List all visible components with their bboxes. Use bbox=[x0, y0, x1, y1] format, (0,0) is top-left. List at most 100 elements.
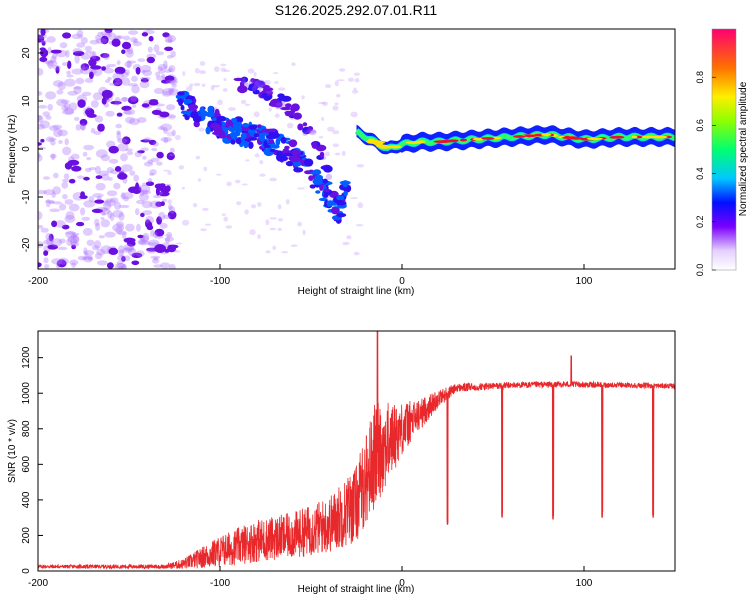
noise-blob bbox=[120, 97, 129, 102]
noise-blob bbox=[49, 208, 61, 213]
noise-blob bbox=[168, 65, 176, 73]
noise-blob bbox=[250, 204, 257, 209]
noise-blob bbox=[97, 31, 104, 37]
noise-blob bbox=[133, 174, 140, 182]
noise-blob bbox=[139, 193, 149, 201]
noise-blob bbox=[126, 59, 131, 69]
direct-signal-core bbox=[562, 136, 580, 140]
noise-blob bbox=[101, 211, 106, 216]
noise-blob bbox=[169, 264, 176, 269]
noise-blob bbox=[121, 41, 132, 50]
noise-blob bbox=[143, 137, 152, 142]
noise-blob bbox=[290, 244, 298, 247]
noise-blob bbox=[157, 64, 168, 71]
noise-blob bbox=[166, 55, 173, 59]
noise-blob bbox=[70, 238, 78, 246]
noise-blob bbox=[47, 244, 58, 250]
noise-blob bbox=[81, 216, 91, 221]
noise-blob bbox=[350, 111, 358, 118]
noise-blob bbox=[127, 96, 139, 105]
noise-blob bbox=[156, 161, 163, 166]
colorbar-tick-label: 0.4 bbox=[695, 167, 705, 180]
noise-blob bbox=[67, 235, 80, 243]
noise-blob bbox=[67, 159, 80, 166]
noise-blob bbox=[94, 252, 103, 260]
noise-blob bbox=[195, 155, 201, 160]
noise-blob bbox=[192, 202, 198, 208]
noise-blob bbox=[100, 53, 110, 58]
direct-signal-core bbox=[541, 133, 552, 137]
noise-blob bbox=[125, 116, 135, 124]
noise-blob bbox=[322, 101, 328, 107]
noise-blob bbox=[114, 201, 121, 210]
spectrogram-x-tick-label: 0 bbox=[399, 276, 405, 287]
noise-blob bbox=[114, 66, 126, 75]
noise-blob bbox=[93, 208, 101, 213]
noise-blob bbox=[148, 35, 154, 42]
noise-blob bbox=[286, 122, 294, 129]
colorbar-tick-label: 0.6 bbox=[695, 119, 705, 132]
noise-blob bbox=[182, 71, 186, 77]
noise-blob bbox=[169, 153, 175, 157]
noise-blob bbox=[38, 115, 43, 121]
noise-blob bbox=[38, 142, 42, 146]
noise-blob bbox=[162, 88, 174, 96]
noise-blob bbox=[321, 117, 325, 121]
noise-blob bbox=[73, 234, 78, 239]
noise-blob bbox=[168, 206, 176, 214]
noise-blob bbox=[327, 126, 335, 132]
multipath-arc-blob bbox=[253, 133, 260, 138]
noise-blob bbox=[145, 216, 155, 225]
multipath-arc-blob bbox=[183, 99, 193, 104]
spectrogram-y-axis-label: Frequency (Hz) bbox=[7, 115, 18, 184]
noise-blob bbox=[93, 240, 102, 249]
noise-blob bbox=[169, 89, 173, 93]
noise-blob bbox=[38, 152, 41, 159]
noise-blob bbox=[47, 60, 54, 70]
noise-blob bbox=[83, 247, 88, 254]
noise-blob bbox=[265, 219, 270, 226]
noise-blob bbox=[39, 120, 50, 129]
noise-blob bbox=[150, 229, 155, 237]
snr-y-tick-label: 400 bbox=[21, 491, 32, 508]
noise-blob bbox=[332, 130, 340, 135]
noise-blob bbox=[100, 219, 111, 228]
noise-blob bbox=[153, 87, 165, 95]
multipath-arc-blob bbox=[303, 158, 314, 167]
noise-blob bbox=[72, 48, 82, 54]
noise-blob bbox=[167, 35, 173, 44]
noise-blob bbox=[53, 64, 61, 71]
noise-blob bbox=[108, 177, 113, 181]
multipath-arc-blob bbox=[304, 170, 313, 175]
noise-blob bbox=[93, 131, 102, 135]
noise-blob bbox=[38, 190, 47, 195]
noise-blob bbox=[80, 37, 88, 44]
noise-blob bbox=[140, 147, 149, 152]
secondary-arc-blob bbox=[275, 102, 284, 107]
direct-signal-core bbox=[631, 135, 638, 139]
noise-blob bbox=[167, 114, 176, 119]
multipath-arc-blob bbox=[247, 137, 258, 141]
noise-blob bbox=[228, 107, 236, 111]
noise-blob bbox=[164, 75, 175, 82]
noise-blob bbox=[161, 73, 166, 79]
noise-blob bbox=[166, 231, 173, 239]
noise-blob bbox=[121, 192, 134, 200]
noise-blob bbox=[353, 87, 357, 91]
noise-blob bbox=[112, 210, 124, 218]
noise-blob bbox=[159, 222, 168, 229]
noise-blob bbox=[156, 151, 164, 159]
noise-blob bbox=[157, 126, 165, 130]
direct-signal-core bbox=[445, 139, 455, 143]
noise-blob bbox=[274, 113, 280, 118]
multipath-arc-blob bbox=[280, 136, 287, 144]
noise-blob bbox=[77, 255, 87, 261]
noise-blob bbox=[40, 29, 46, 36]
noise-blob bbox=[61, 178, 70, 183]
noise-blob bbox=[272, 72, 279, 75]
noise-blob bbox=[164, 234, 173, 237]
noise-blob bbox=[137, 239, 147, 245]
noise-blob bbox=[149, 169, 157, 176]
noise-blob bbox=[145, 181, 155, 186]
multipath-arc-blob bbox=[228, 127, 236, 132]
